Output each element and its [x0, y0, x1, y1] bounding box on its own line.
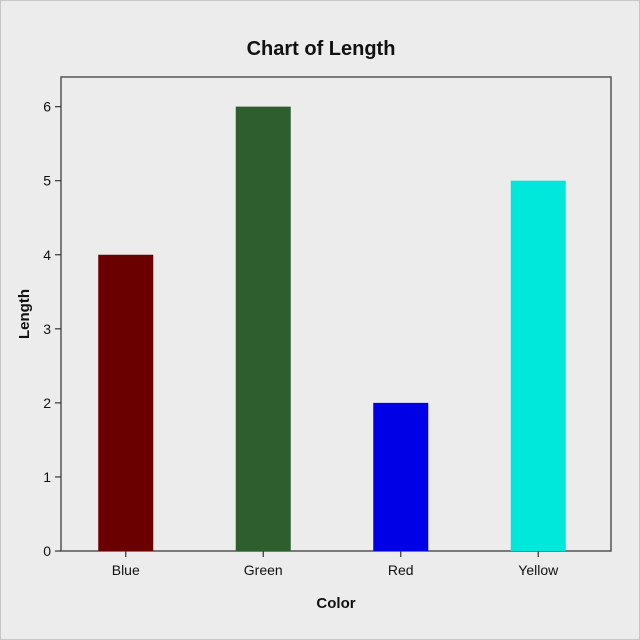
x-axis: Blue Green Red Yellow — [112, 551, 559, 578]
bar-green — [235, 106, 291, 551]
y-tick-label: 4 — [43, 247, 51, 263]
bar-blue — [98, 254, 154, 551]
bar-yellow — [510, 180, 566, 551]
x-axis-label: Color — [316, 595, 355, 612]
y-tick-label: 1 — [43, 469, 51, 485]
y-tick-label: 0 — [43, 543, 51, 559]
y-tick-label: 2 — [43, 395, 51, 411]
y-tick-label: 3 — [43, 321, 51, 337]
x-tick-label: Green — [244, 562, 283, 578]
x-tick-label: Red — [388, 562, 414, 578]
bar-series — [98, 106, 566, 551]
y-tick-label: 6 — [43, 99, 51, 115]
x-tick-label: Yellow — [518, 562, 559, 578]
chart-title: Chart of Length — [247, 38, 396, 60]
bar-red — [373, 402, 429, 551]
y-tick-label: 5 — [43, 173, 51, 189]
y-axis: 0 1 2 3 4 5 6 — [43, 99, 61, 559]
x-tick-label: Blue — [112, 562, 140, 578]
y-axis-label: Length — [16, 289, 33, 339]
